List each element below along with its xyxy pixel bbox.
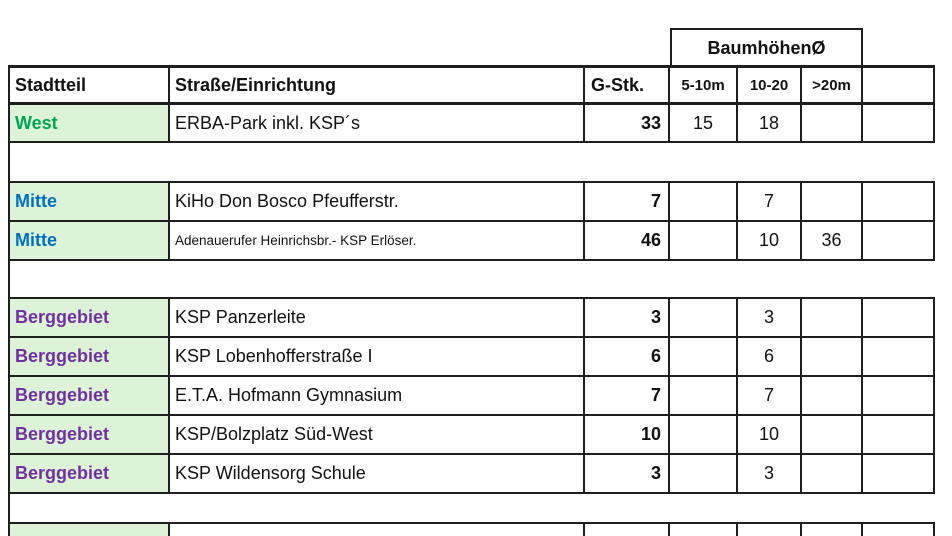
table-row: Berggebiet KSP Wildensorg Schule 3 3: [10, 455, 935, 494]
cell-stadtteil: West: [10, 105, 170, 141]
cell-10-20: 10: [738, 416, 802, 453]
cell-g-stk: 46: [585, 222, 670, 259]
cell-5-10m: [670, 222, 738, 259]
baumhoehen-banner: BaumhöhenØ: [670, 28, 863, 66]
cell-g-stk: 3: [585, 299, 670, 336]
cell-gt20m: [802, 105, 863, 141]
cell-extra: [863, 455, 935, 492]
cell-extra: [863, 183, 935, 220]
cell-5-10m: [670, 455, 738, 492]
cell-stadtteil: Berggebiet: [10, 455, 170, 492]
cell-10-20: 7: [738, 377, 802, 414]
cell-strasse: KSP Lobenhofferstraße I: [170, 338, 585, 375]
cell-stadtteil: Mitte: [10, 222, 170, 259]
cell-5-10m: [670, 299, 738, 336]
table-row: [10, 524, 935, 536]
header-gt20m: >20m: [802, 68, 863, 102]
cell-stadtteil: Berggebiet: [10, 338, 170, 375]
header-stadtteil: Stadtteil: [10, 68, 170, 102]
cell-g-stk: 10: [585, 416, 670, 453]
cell-extra: [863, 377, 935, 414]
cell-gt20m: [802, 183, 863, 220]
cell-gt20m: [802, 299, 863, 336]
cell-g-stk: 3: [585, 455, 670, 492]
header-g-stk: G-Stk.: [585, 68, 670, 102]
empty-spacer-row: [8, 261, 935, 297]
cell-10-20: 10: [738, 222, 802, 259]
cell-stadtteil: Mitte: [10, 183, 170, 220]
cell-10-20: [738, 524, 802, 536]
baumhoehen-title: BaumhöhenØ: [707, 37, 826, 58]
empty-spacer-row: [8, 494, 935, 522]
cell-5-10m: [670, 524, 738, 536]
cell-10-20: 6: [738, 338, 802, 375]
cell-g-stk: 7: [585, 183, 670, 220]
cell-g-stk: 7: [585, 377, 670, 414]
cell-g-stk: 6: [585, 338, 670, 375]
block-west: West ERBA-Park inkl. KSP´s 33 15 18: [8, 105, 935, 143]
cell-strasse: [170, 524, 585, 536]
cell-10-20: 7: [738, 183, 802, 220]
cell-strasse: E.T.A. Hofmann Gymnasium: [170, 377, 585, 414]
cell-stadtteil: Berggebiet: [10, 416, 170, 453]
cell-stadtteil: Berggebiet: [10, 299, 170, 336]
cell-extra: [863, 338, 935, 375]
cell-strasse: KSP Panzerleite: [170, 299, 585, 336]
table-row: Mitte Adenauerufer Heinrichsbr.- KSP Erl…: [10, 222, 935, 261]
block-mitte: Mitte KiHo Don Bosco Pfeufferstr. 7 7 Mi…: [8, 181, 935, 261]
table-row: Berggebiet KSP/Bolzplatz Süd-West 10 10: [10, 416, 935, 455]
cell-extra: [863, 299, 935, 336]
empty-spacer-row: [8, 143, 935, 181]
cell-gt20m: [802, 377, 863, 414]
table-header: Stadtteil Straße/Einrichtung G-Stk. 5-10…: [8, 65, 935, 105]
cell-5-10m: 15: [670, 105, 738, 141]
block-next-partial: [8, 522, 935, 536]
cell-gt20m: [802, 416, 863, 453]
cell-5-10m: [670, 183, 738, 220]
cell-extra: [863, 524, 935, 536]
cell-10-20: 18: [738, 105, 802, 141]
table-row: Mitte KiHo Don Bosco Pfeufferstr. 7 7: [10, 183, 935, 222]
cell-5-10m: [670, 338, 738, 375]
cell-gt20m: 36: [802, 222, 863, 259]
cell-gt20m: [802, 524, 863, 536]
cell-stadtteil: Berggebiet: [10, 377, 170, 414]
cell-5-10m: [670, 416, 738, 453]
cell-strasse: ERBA-Park inkl. KSP´s: [170, 105, 585, 141]
table-row: Berggebiet E.T.A. Hofmann Gymnasium 7 7: [10, 377, 935, 416]
cell-strasse: Adenauerufer Heinrichsbr.- KSP Erlöser.: [170, 222, 585, 259]
cell-stadtteil: [10, 524, 170, 536]
cell-extra: [863, 416, 935, 453]
cell-extra: [863, 222, 935, 259]
cell-gt20m: [802, 455, 863, 492]
cell-g-stk: [585, 524, 670, 536]
cell-strasse: KSP Wildensorg Schule: [170, 455, 585, 492]
cell-gt20m: [802, 338, 863, 375]
header-strasse-einrichtung: Straße/Einrichtung: [170, 68, 585, 102]
header-5-10m: 5-10m: [670, 68, 738, 102]
cell-10-20: 3: [738, 299, 802, 336]
block-berggebiet: Berggebiet KSP Panzerleite 3 3 Berggebie…: [8, 297, 935, 494]
table-row: West ERBA-Park inkl. KSP´s 33 15 18: [10, 105, 935, 143]
cell-10-20: 3: [738, 455, 802, 492]
cell-strasse: KiHo Don Bosco Pfeufferstr.: [170, 183, 585, 220]
table-row: Berggebiet KSP Panzerleite 3 3: [10, 299, 935, 338]
cell-g-stk: 33: [585, 105, 670, 141]
header-row: Stadtteil Straße/Einrichtung G-Stk. 5-10…: [10, 68, 935, 105]
table-row: Berggebiet KSP Lobenhofferstraße I 6 6: [10, 338, 935, 377]
header-extra-column: [863, 68, 935, 102]
header-10-20: 10-20: [738, 68, 802, 102]
cell-extra: [863, 105, 935, 141]
cell-strasse: KSP/Bolzplatz Süd-West: [170, 416, 585, 453]
cell-5-10m: [670, 377, 738, 414]
